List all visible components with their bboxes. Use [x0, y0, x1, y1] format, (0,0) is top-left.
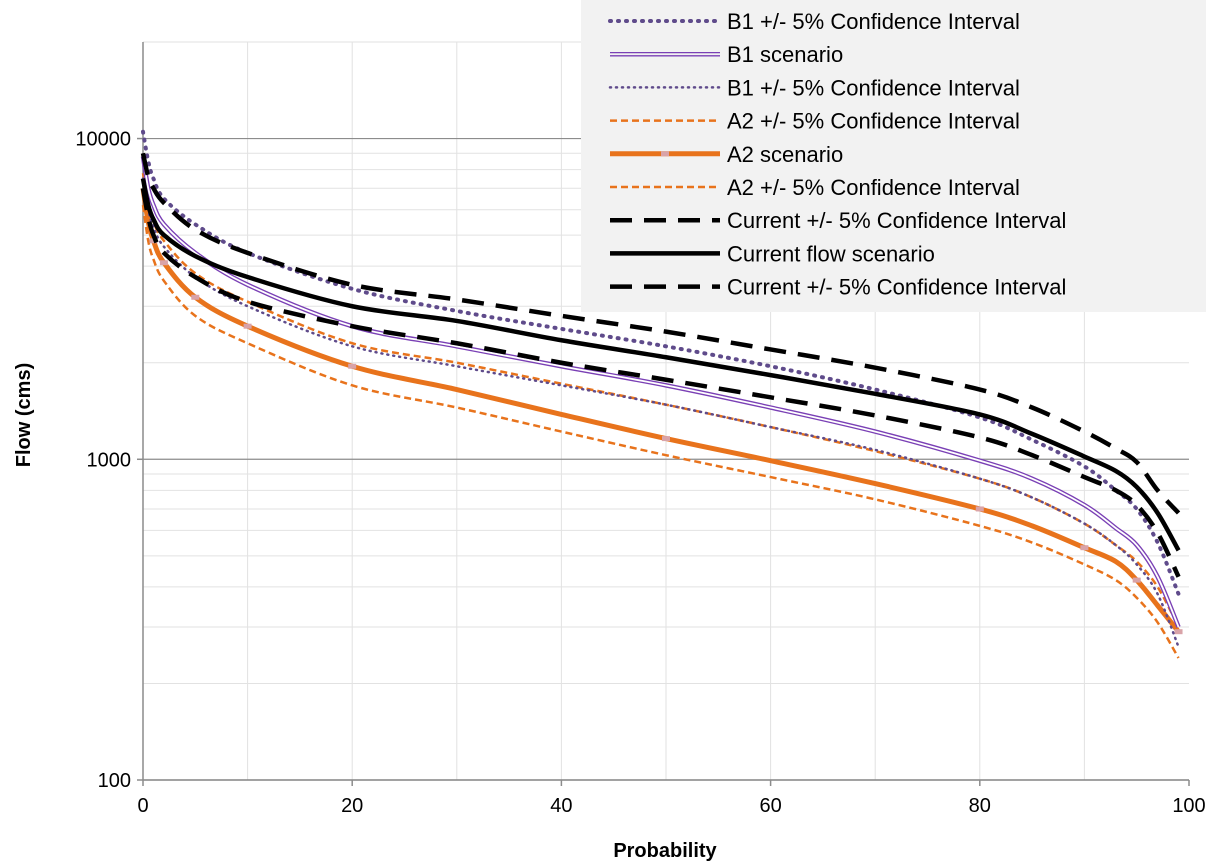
x-tick-label: 60 [759, 795, 781, 817]
series-1-line-inner [142, 156, 1180, 628]
a2-scenario-marker [662, 436, 670, 442]
a2-scenario-marker [159, 260, 168, 266]
x-tick-label: 100 [1172, 795, 1205, 817]
y-tick-label: 10000 [75, 129, 131, 151]
series-6-line [140, 152, 1181, 515]
x-axis-title: Probability [613, 840, 717, 862]
tick-labels: 0 20 40 60 80 100 100 1000 10000 [75, 129, 1205, 817]
legend-label: A2 +/- 5% Confidence Interval [727, 175, 1020, 200]
series-2-line [141, 177, 1180, 649]
legend-label: Current +/- 5% Confidence Interval [727, 208, 1066, 233]
series-3-line [141, 172, 1180, 628]
legend: B1 +/- 5% Confidence Interval B1 scenario… [581, 0, 1206, 312]
a2-scenario-marker [975, 506, 984, 512]
legend-label: B1 +/- 5% Confidence Interval [727, 75, 1020, 100]
series-4-line [140, 187, 1181, 634]
a2-scenario-marker [243, 323, 252, 329]
x-tick-label: 80 [969, 795, 991, 817]
x-tick-label: 0 [137, 795, 148, 817]
legend-label: Current +/- 5% Confidence Interval [727, 275, 1066, 300]
series-lines [140, 129, 1183, 659]
legend-label: B1 +/- 5% Confidence Interval [727, 9, 1020, 34]
a2-scenario-marker [1132, 577, 1141, 583]
a2-scenario-marker [348, 363, 357, 369]
y-tick-label: 100 [98, 770, 131, 792]
series-5-line [141, 204, 1180, 659]
a2-scenario-marker [191, 294, 200, 300]
legend-label: Current flow scenario [727, 241, 935, 266]
y-tick-label: 1000 [87, 449, 132, 471]
series-8-line [140, 187, 1181, 578]
series-7-line [140, 178, 1181, 552]
legend-marker [661, 151, 669, 157]
a2-scenario-marker [1174, 629, 1183, 635]
a2-scenario-marker [1080, 545, 1089, 551]
legend-label: A2 +/- 5% Confidence Interval [727, 109, 1020, 134]
y-axis-title: Flow (cms) [13, 363, 35, 467]
series-0-line [141, 129, 1181, 597]
legend-label: B1 scenario [727, 42, 843, 67]
legend-label: A2 scenario [727, 142, 843, 167]
x-tick-label: 40 [550, 795, 572, 817]
x-tick-label: 20 [341, 795, 363, 817]
